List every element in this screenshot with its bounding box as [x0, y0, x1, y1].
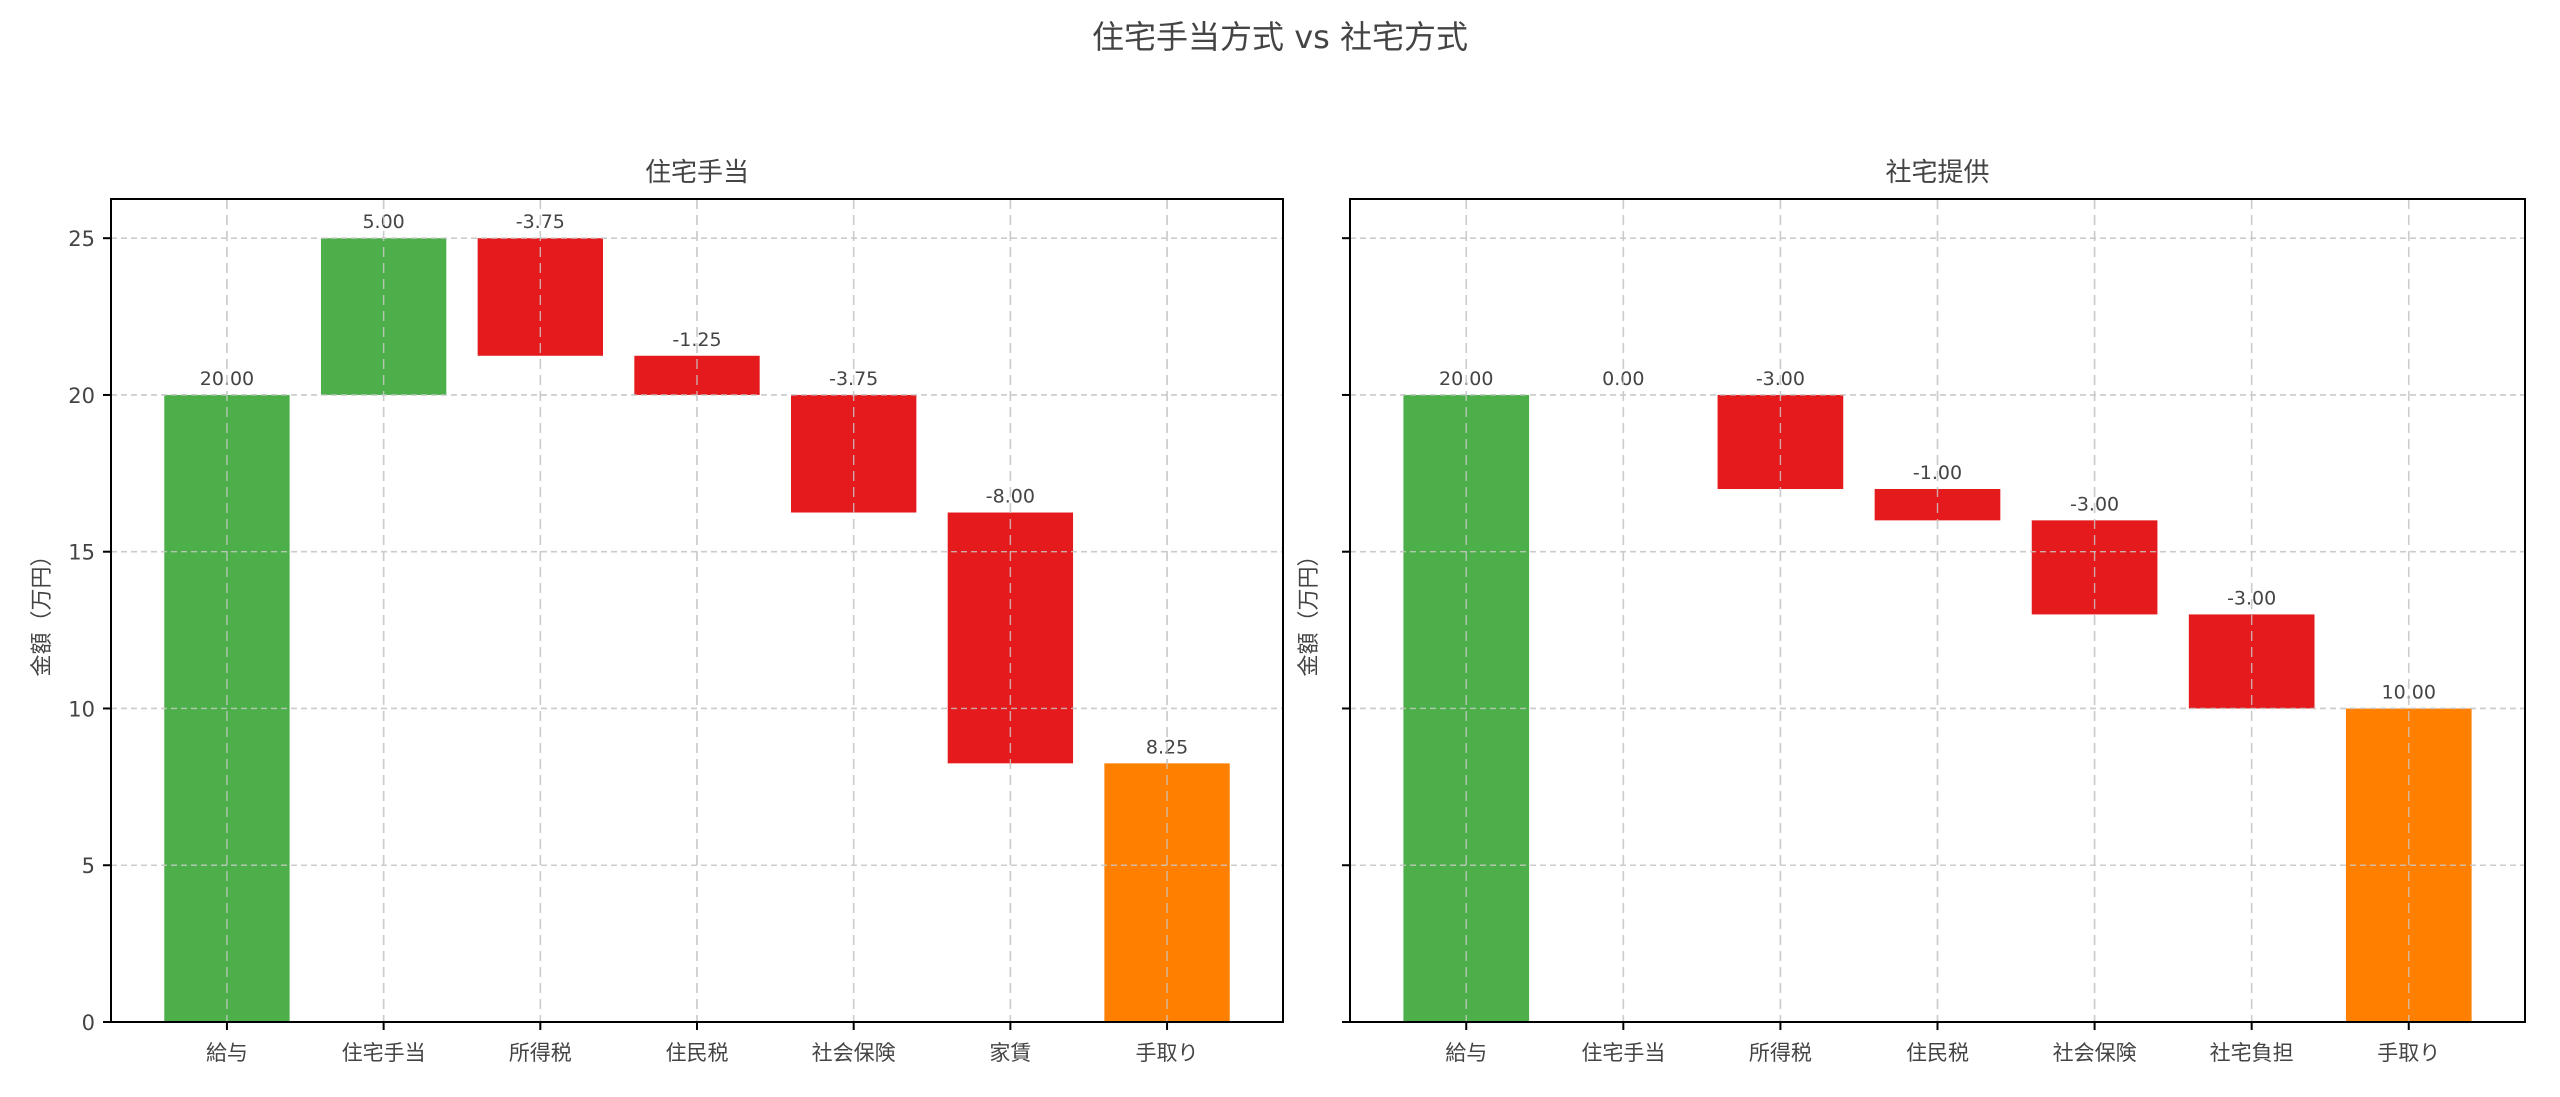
y-tick-label: 10	[68, 697, 95, 721]
x-tick-label: 社会保険	[2053, 1041, 2137, 1065]
y-tick-label: 5	[82, 854, 95, 878]
y-tick-label: 15	[68, 541, 95, 565]
subplot-title: 住宅手当	[645, 158, 749, 188]
x-tick-label: 給与	[206, 1041, 248, 1065]
x-tick-label: 住宅手当	[1581, 1041, 1665, 1065]
subplot-title: 社宅提供	[1885, 158, 1989, 188]
x-tick-label: 住宅手当	[342, 1041, 426, 1065]
bar-6	[2188, 614, 2315, 709]
data-label: -3.00	[2227, 587, 2276, 609]
x-tick-label: 所得税	[509, 1041, 572, 1065]
y-tick-label: 20	[68, 384, 95, 408]
x-tick-label: 家賃	[989, 1041, 1031, 1065]
y-axis-label: 金額（万円）	[30, 544, 55, 676]
figure-title: 住宅手当方式 vs 社宅方式	[1092, 18, 1468, 56]
data-label: -1.25	[672, 329, 721, 351]
x-tick-label: 社会保険	[812, 1041, 896, 1065]
y-tick-label: 0	[82, 1011, 95, 1035]
x-tick-label: 住民税	[1906, 1041, 1969, 1065]
chart-housing-allowance: 20.005.00 -3.75-1.25-3.75-8.008.250510152…	[30, 158, 1284, 1065]
data-label: 10.00	[2382, 681, 2436, 703]
x-tick-label: 手取り	[2377, 1041, 2440, 1065]
y-axis-label: 金額（万円）	[1297, 544, 1322, 676]
x-tick-label: 社宅負担	[2210, 1041, 2294, 1065]
x-tick-label: 給与	[1445, 1041, 1487, 1065]
x-tick-label: 住民税	[666, 1041, 729, 1065]
x-tick-label: 手取り	[1136, 1041, 1199, 1065]
x-tick-label: 所得税	[1749, 1041, 1812, 1065]
y-tick-label: 25	[68, 227, 95, 251]
